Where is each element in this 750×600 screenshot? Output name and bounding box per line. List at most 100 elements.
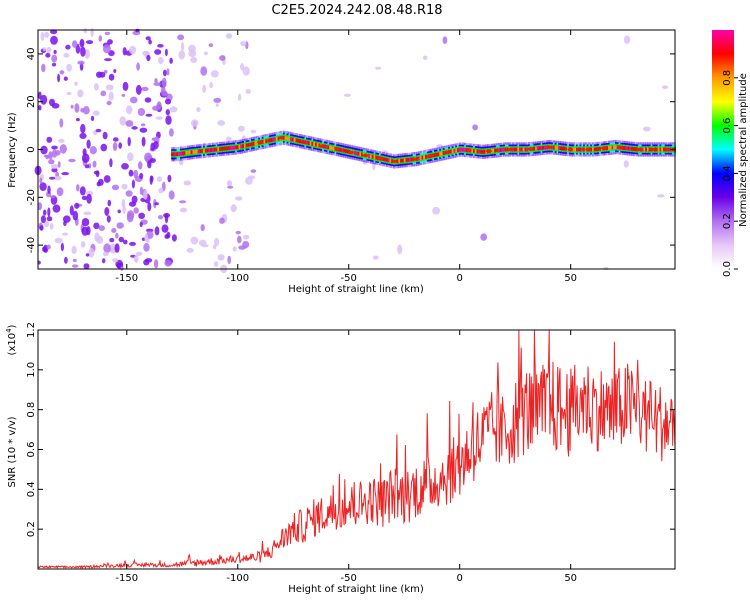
noise-blob — [158, 187, 164, 194]
noise-blob — [84, 49, 90, 59]
ridge-cell — [284, 136, 288, 140]
ridge-cell — [354, 151, 357, 155]
noise-blob — [98, 225, 106, 232]
noise-blob — [50, 35, 58, 45]
noise-blob — [143, 242, 150, 252]
noise-blob — [245, 177, 253, 185]
noise-blob — [85, 253, 90, 257]
noise-blob — [141, 136, 146, 147]
noise-blob — [657, 194, 665, 198]
noise-blob — [60, 242, 64, 252]
noise-blob — [214, 237, 220, 247]
noise-blob — [65, 44, 71, 50]
noise-blob — [117, 209, 121, 214]
noise-blob — [147, 160, 152, 169]
ridge-cell — [382, 157, 385, 161]
y-tick-label: 0 — [26, 146, 37, 152]
noise-blob — [112, 258, 119, 263]
ridge-cell — [476, 149, 479, 154]
ridge-cell — [224, 146, 227, 151]
noise-blob — [80, 108, 85, 113]
noise-blob — [226, 136, 232, 142]
noise-blob — [57, 73, 61, 83]
noise-blob — [66, 63, 72, 72]
ridge-cell — [178, 152, 181, 156]
ridge-cell — [481, 150, 485, 154]
noise-blob — [49, 195, 56, 199]
noise-blob — [42, 246, 48, 253]
noise-blob — [149, 158, 156, 163]
noise-blob — [162, 69, 167, 77]
noise-blob — [133, 169, 139, 179]
ridge-cell — [236, 145, 240, 150]
noise-blob — [136, 62, 141, 71]
noise-blob — [103, 243, 111, 254]
noise-blob — [41, 63, 46, 73]
ridge-peak — [600, 146, 607, 150]
ridge-peak — [443, 150, 450, 154]
noise-blob — [104, 207, 110, 216]
noise-blob — [122, 205, 126, 214]
noise-blob — [74, 103, 80, 113]
ridge-peak — [546, 145, 553, 149]
snr-multiplier-close: ) — [7, 324, 18, 328]
noise-blob — [125, 120, 134, 127]
ridge-cell — [272, 137, 275, 142]
noise-blob — [165, 109, 170, 116]
noise-blob — [139, 172, 144, 179]
noise-blob — [46, 244, 51, 250]
noise-blob — [39, 182, 47, 192]
ridge-cell — [229, 146, 233, 150]
colorbar-ticks: 0.0 0.2 0.4 0.6 0.8 — [722, 70, 738, 277]
noise-blob — [138, 212, 146, 219]
noise-blob — [623, 35, 631, 44]
y-tick-label: 0.4 — [26, 481, 37, 497]
colorbar-tick-label: 0.2 — [722, 213, 733, 229]
ridge-cell — [434, 153, 437, 157]
ridge-cell — [515, 147, 518, 152]
ridge-cell — [513, 147, 517, 152]
ridge-cell — [183, 151, 186, 156]
ridge-cell — [220, 147, 224, 151]
noise-blob — [86, 40, 94, 45]
noise-blob — [108, 91, 114, 101]
ridge-cell — [339, 148, 343, 152]
noise-blob — [106, 100, 112, 106]
noise-blob — [102, 131, 108, 140]
noise-blob — [238, 125, 245, 132]
ridge-cell — [387, 158, 391, 163]
noise-blob — [242, 66, 250, 76]
noise-blob — [153, 82, 162, 86]
noise-blob — [144, 233, 149, 242]
noise-blob — [131, 179, 135, 189]
ridge-cell — [370, 154, 373, 159]
noise-blob — [50, 164, 59, 169]
ridge-cell — [359, 152, 362, 157]
noise-blob — [51, 167, 58, 173]
noise-blob — [186, 247, 194, 253]
ridge-cell — [536, 146, 540, 151]
noise-blob — [147, 202, 152, 212]
spectrogram-panel: -150 -100 -50 0 50 -40 -20 0 20 40 Height of str… — [7, 28, 676, 295]
ridge-peak — [635, 147, 642, 152]
noise-blob — [53, 175, 62, 181]
noise-blob — [102, 251, 109, 257]
noise-blob — [102, 258, 106, 264]
noise-blob — [66, 91, 72, 96]
ridge-cell — [311, 141, 314, 146]
x-tick-label: 50 — [564, 573, 577, 584]
noise-blob — [51, 54, 58, 63]
noise-blob — [217, 120, 226, 126]
noise-blob — [134, 254, 139, 263]
noise-blob — [109, 158, 113, 168]
ridge-cell — [286, 136, 289, 141]
ridge-cell — [521, 147, 524, 152]
noise-blob — [129, 45, 137, 55]
noise-blob — [72, 258, 77, 263]
noise-blob — [100, 90, 107, 97]
snr-marks — [37, 329, 676, 570]
noise-blob — [238, 245, 247, 250]
ridge-cell — [492, 148, 495, 153]
ridge-cell — [228, 146, 231, 150]
ridge-cell — [494, 148, 497, 153]
